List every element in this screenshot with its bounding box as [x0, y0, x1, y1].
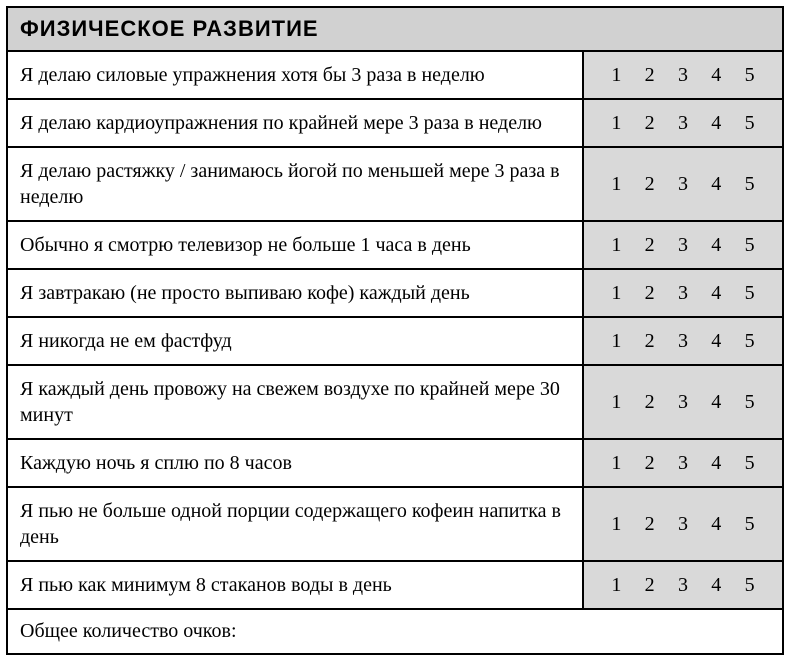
rating-option-3[interactable]: 3: [678, 282, 688, 305]
table-row: Я пью не больше одной порции содержащего…: [7, 487, 783, 561]
rating-scale-cell: 1 234 5: [583, 439, 783, 487]
rating-option-2[interactable]: 2: [645, 234, 655, 257]
rating-option-3[interactable]: 3: [678, 513, 688, 536]
rating-option-1[interactable]: 1: [611, 391, 621, 414]
rating-option-4[interactable]: 4: [711, 282, 721, 305]
rating-option-4[interactable]: 4: [711, 173, 721, 196]
rating-option-2[interactable]: 2: [645, 112, 655, 135]
rating-option-1[interactable]: 1: [611, 112, 621, 135]
rating-option-4[interactable]: 4: [711, 330, 721, 353]
rating-option-5[interactable]: 5: [745, 64, 755, 87]
rating-option-1[interactable]: 1: [611, 282, 621, 305]
rating-option-5[interactable]: 5: [745, 234, 755, 257]
rating-option-2[interactable]: 2: [645, 64, 655, 87]
rating-option-5[interactable]: 5: [745, 513, 755, 536]
statement-cell: Обычно я смотрю телевизор не больше 1 ча…: [7, 221, 583, 269]
rating-option-2[interactable]: 2: [645, 513, 655, 536]
rating-scale-cell: 1 234 5: [583, 99, 783, 147]
table-row: Я делаю кардиоупражнения по крайней мере…: [7, 99, 783, 147]
rating-option-1[interactable]: 1: [611, 574, 621, 597]
total-label: Общее количество очков:: [7, 609, 783, 654]
rating-option-4[interactable]: 4: [711, 574, 721, 597]
rating-option-3[interactable]: 3: [678, 173, 688, 196]
rating-option-1[interactable]: 1: [611, 173, 621, 196]
rating-scale-cell: 1 234 5: [583, 51, 783, 99]
rating-option-2[interactable]: 2: [645, 391, 655, 414]
rating-option-1[interactable]: 1: [611, 513, 621, 536]
rating-option-3[interactable]: 3: [678, 112, 688, 135]
rating-option-5[interactable]: 5: [745, 391, 755, 414]
rating-option-5[interactable]: 5: [745, 574, 755, 597]
statement-cell: Я пью не больше одной порции содержащего…: [7, 487, 583, 561]
statement-cell: Я никогда не ем фастфуд: [7, 317, 583, 365]
statement-cell: Каждую ночь я сплю по 8 часов: [7, 439, 583, 487]
rating-option-3[interactable]: 3: [678, 391, 688, 414]
table-row: Я пью как минимум 8 стаканов воды в день…: [7, 561, 783, 609]
rating-option-3[interactable]: 3: [678, 574, 688, 597]
rating-option-3[interactable]: 3: [678, 234, 688, 257]
rating-scale-cell: 1 234 5: [583, 221, 783, 269]
statement-cell: Я делаю кардиоупражнения по крайней мере…: [7, 99, 583, 147]
rating-option-2[interactable]: 2: [645, 452, 655, 475]
rating-option-4[interactable]: 4: [711, 112, 721, 135]
statement-cell: Я пью как минимум 8 стаканов воды в день: [7, 561, 583, 609]
rating-option-1[interactable]: 1: [611, 234, 621, 257]
rating-option-4[interactable]: 4: [711, 513, 721, 536]
rating-option-2[interactable]: 2: [645, 282, 655, 305]
rating-option-4[interactable]: 4: [711, 391, 721, 414]
rating-option-5[interactable]: 5: [745, 173, 755, 196]
rating-option-5[interactable]: 5: [745, 112, 755, 135]
table-row: Я делаю силовые упражнения хотя бы 3 раз…: [7, 51, 783, 99]
rating-scale-cell: 1 234 5: [583, 561, 783, 609]
rating-option-3[interactable]: 3: [678, 330, 688, 353]
rating-option-1[interactable]: 1: [611, 452, 621, 475]
rating-option-4[interactable]: 4: [711, 234, 721, 257]
statement-cell: Я каждый день провожу на свежем воздухе …: [7, 365, 583, 439]
rating-scale-cell: 1 234 5: [583, 269, 783, 317]
assessment-table-wrap: ФИЗИЧЕСКОЕ РАЗВИТИЕ Я делаю силовые упра…: [0, 0, 790, 661]
assessment-table: ФИЗИЧЕСКОЕ РАЗВИТИЕ Я делаю силовые упра…: [6, 6, 784, 655]
rating-option-3[interactable]: 3: [678, 64, 688, 87]
rating-scale-cell: 1 234 5: [583, 317, 783, 365]
statement-cell: Я завтракаю (не просто выпиваю кофе) каж…: [7, 269, 583, 317]
statement-cell: Я делаю растяжку / занимаюсь йогой по ме…: [7, 147, 583, 221]
table-row: Обычно я смотрю телевизор не больше 1 ча…: [7, 221, 783, 269]
table-row: Каждую ночь я сплю по 8 часов 1 234 5: [7, 439, 783, 487]
rating-option-2[interactable]: 2: [645, 574, 655, 597]
rating-option-1[interactable]: 1: [611, 64, 621, 87]
rating-option-1[interactable]: 1: [611, 330, 621, 353]
table-header: ФИЗИЧЕСКОЕ РАЗВИТИЕ: [7, 7, 783, 51]
rating-option-4[interactable]: 4: [711, 64, 721, 87]
rating-option-2[interactable]: 2: [645, 330, 655, 353]
rating-scale-cell: 1 234 5: [583, 487, 783, 561]
table-row: Я делаю растяжку / занимаюсь йогой по ме…: [7, 147, 783, 221]
total-row: Общее количество очков:: [7, 609, 783, 654]
rating-option-5[interactable]: 5: [745, 282, 755, 305]
table-row: Я каждый день провожу на свежем воздухе …: [7, 365, 783, 439]
table-row: Я завтракаю (не просто выпиваю кофе) каж…: [7, 269, 783, 317]
rating-option-5[interactable]: 5: [745, 330, 755, 353]
rating-scale-cell: 1 234 5: [583, 365, 783, 439]
statement-cell: Я делаю силовые упражнения хотя бы 3 раз…: [7, 51, 583, 99]
rating-scale-cell: 1 234 5: [583, 147, 783, 221]
rating-option-5[interactable]: 5: [745, 452, 755, 475]
rating-option-3[interactable]: 3: [678, 452, 688, 475]
table-row: Я никогда не ем фастфуд 1 234 5: [7, 317, 783, 365]
rating-option-2[interactable]: 2: [645, 173, 655, 196]
rating-option-4[interactable]: 4: [711, 452, 721, 475]
